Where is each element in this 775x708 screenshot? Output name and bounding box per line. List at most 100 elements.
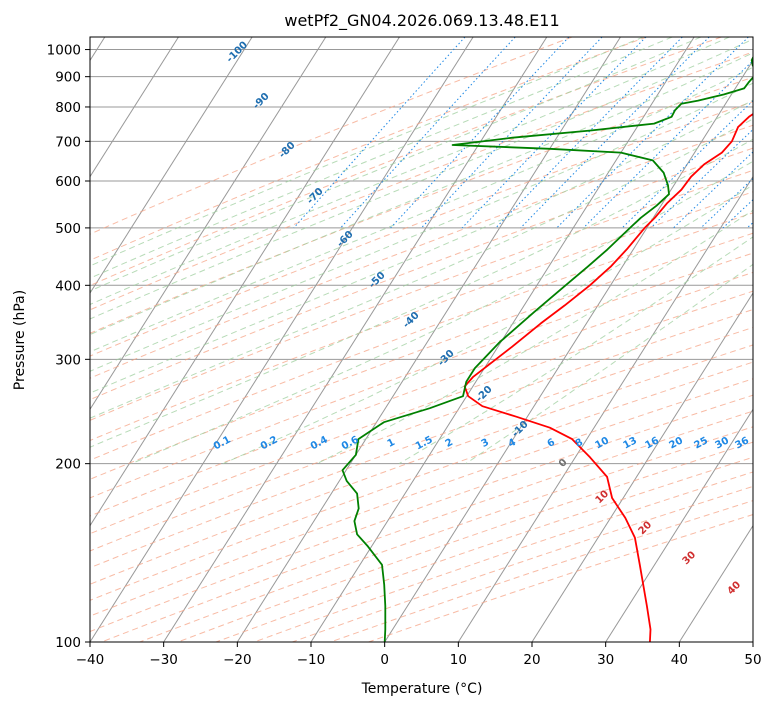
chart-title: wetPf2_GN04.2026.069.13.48.E11 (284, 11, 559, 31)
mixing-ratio-label: 1 (386, 437, 397, 450)
mixing-ratio-line (556, 37, 749, 229)
y-tick-label: 700 (55, 134, 81, 150)
dry-adiabat-line (90, 344, 753, 585)
dry-adiabat-line (90, 37, 722, 287)
dry-adiabat-line (368, 514, 753, 642)
moist-adiabat-line (90, 66, 753, 353)
isotherm-line (531, 292, 753, 642)
mixing-ratio-line (340, 37, 516, 229)
y-tick-label: 800 (55, 100, 81, 116)
y-tick-label: 1000 (47, 43, 81, 59)
mixing-ratio-label: 1.5 (414, 434, 435, 452)
mixing-ratio-line (495, 37, 683, 229)
dry-adiabat-line (292, 485, 753, 642)
plot-frame (89, 36, 754, 643)
y-tick-label: 900 (55, 70, 81, 86)
dry-adiabat-line (90, 232, 753, 480)
moist-adiabat-line (90, 37, 673, 279)
dry-adiabat-line (90, 124, 753, 379)
moist-adiabat-line (316, 209, 753, 465)
x-axis-ticks: −40 −30 −20 −10 0 10 20 30 40 50 (76, 642, 762, 668)
mixing-ratio-label: 25 (693, 435, 710, 451)
isotherm-line (236, 37, 621, 642)
dry-adiabat-label: -30 (436, 348, 457, 369)
x-tick-label: 50 (744, 652, 761, 668)
mixing-ratio-label: 0.4 (309, 434, 330, 452)
dry-adiabat-line (90, 326, 753, 569)
dry-adiabat-line (90, 76, 753, 334)
mixing-ratio-label: 0.2 (259, 434, 280, 452)
y-tick-label: 100 (55, 635, 81, 651)
mixing-ratio-label: 8 (574, 437, 585, 450)
y-tick-label: 600 (55, 174, 81, 190)
moist-adiabat-label: 20 (637, 520, 655, 538)
moist-adiabat-label: 10 (594, 489, 612, 507)
isotherm-line (605, 408, 753, 642)
mixing-ratio-label: 2 (444, 437, 455, 450)
isotherm-line (90, 37, 474, 642)
mixing-ratio-label: 10 (594, 435, 611, 451)
dry-adiabat-line (90, 309, 753, 552)
mixing-ratio-line (390, 37, 570, 229)
moist-adiabat-label: 40 (726, 580, 744, 598)
moist-adiabat-line (465, 263, 753, 465)
dry-adiabat-line (90, 147, 753, 401)
dry-adiabat-line (90, 101, 753, 357)
x-tick-label: −30 (149, 652, 178, 668)
x-tick-label: 40 (671, 652, 688, 668)
mixing-ratio-label: 16 (644, 435, 661, 451)
dry-adiabat-line (90, 252, 753, 499)
mixing-ratio-line (700, 177, 753, 229)
isotherm-line (384, 59, 753, 642)
moist-adiabat-line (90, 52, 753, 336)
moist-adiabat-label: 30 (681, 550, 699, 568)
moist-adiabat-label: 0 (557, 457, 570, 470)
y-tick-label: 500 (55, 221, 81, 237)
dry-adiabat-label: -90 (251, 91, 272, 112)
mixing-ratio-label: 36 (734, 435, 751, 451)
dewpoint-line (341, 55, 753, 642)
isotherm-line (678, 524, 753, 642)
x-tick-label: 10 (450, 652, 467, 668)
dry-adiabat-label: -80 (277, 140, 298, 161)
y-tick-label: 300 (55, 352, 81, 368)
x-tick-label: 20 (523, 652, 540, 668)
moist-adiabat-line (90, 138, 753, 448)
mixing-ratio-line (520, 37, 710, 229)
isotherm-line (90, 37, 253, 294)
y-tick-label: 400 (55, 278, 81, 294)
dry-adiabat-line (90, 290, 753, 535)
dry-adiabat-line (90, 394, 753, 633)
moist-adiabat-line (90, 118, 753, 419)
mixing-ratio-label: 4 (507, 437, 518, 450)
mixing-ratio-line (621, 100, 753, 229)
mixing-ratio-label: 3 (480, 437, 491, 450)
dry-adiabat-line (90, 191, 753, 442)
moist-adiabat-line (90, 38, 753, 320)
sounding-curves (341, 55, 753, 642)
moist-adiabat-line (90, 82, 753, 372)
x-axis-label: Temperature (°C) (361, 681, 483, 697)
isotherm-line (457, 175, 753, 642)
dry-adiabat-line (90, 37, 647, 261)
y-axis-label: Pressure (hPa) (12, 290, 28, 390)
dry-adiabat-line (90, 361, 753, 601)
isotherm-line (90, 37, 327, 411)
dry-adiabat-line (90, 51, 753, 311)
dry-adiabat-line (101, 410, 753, 642)
y-tick-label: 200 (55, 457, 81, 473)
dry-adiabat-label: -50 (367, 270, 388, 291)
temperature-line (463, 112, 753, 642)
x-tick-label: −40 (76, 652, 105, 668)
isotherm-line (752, 641, 753, 642)
x-tick-label: −20 (223, 652, 252, 668)
background-lines (90, 37, 753, 642)
dry-adiabat-line (90, 212, 753, 461)
isotherm-line (90, 37, 179, 178)
dry-adiabat-label: -70 (305, 186, 326, 207)
dry-adiabat-label: -60 (335, 229, 356, 250)
mixing-ratio-label: 0.1 (212, 434, 233, 452)
moist-adiabat-line (90, 37, 702, 292)
mixing-ratio-label: 6 (546, 437, 557, 450)
